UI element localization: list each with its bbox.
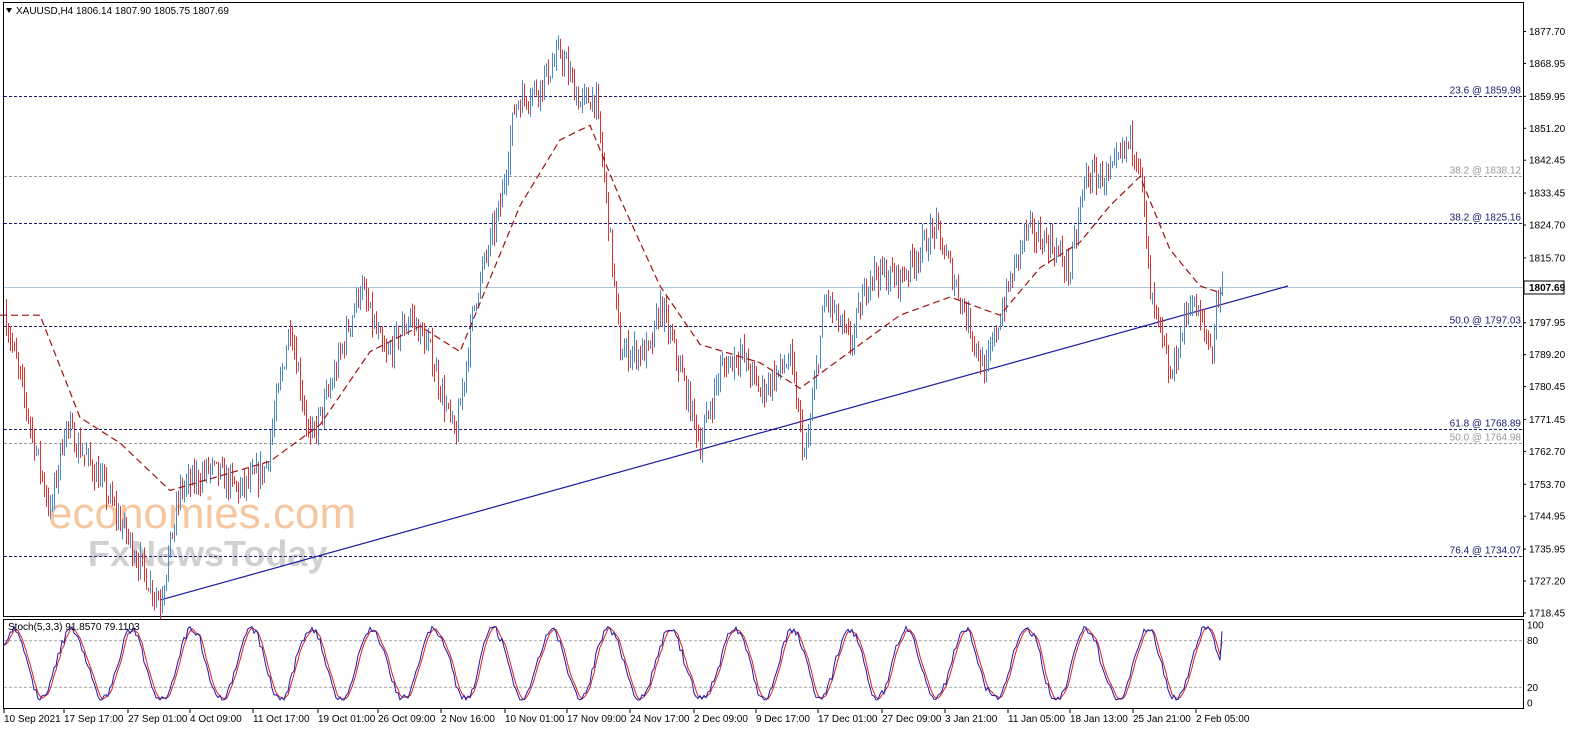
current-price-label: 1807.69 [1529, 283, 1566, 294]
time-tick-label: 2 Dec 09:00 [694, 714, 748, 725]
time-tick-label: 10 Nov 01:00 [505, 714, 565, 725]
price-tick-label: 1815.70 [1529, 253, 1566, 264]
time-tick-label: 19 Oct 01:00 [318, 714, 376, 725]
price-tick-label: 1877.70 [1529, 27, 1566, 38]
trendline-layer [159, 285, 1289, 601]
time-tick-label: 18 Jan 13:00 [1070, 714, 1128, 725]
fib-level-label: 50.0 @ 1797.03 [1450, 316, 1522, 327]
stochastic-scale-label: 80 [1527, 636, 1539, 647]
time-tick-label: 10 Sep 2021 [4, 714, 61, 725]
price-tick-label: 1851.20 [1529, 124, 1566, 135]
current-price-box [1523, 280, 1565, 295]
fib-level-label: 38.2 @ 1838.12 [1450, 166, 1522, 177]
watermark-line2: FxNewsToday [88, 533, 327, 574]
stochastic-scale-label: 0 [1527, 699, 1533, 710]
time-tick-label: 27 Sep 01:00 [128, 714, 188, 725]
stochastic-label: Stoch(5,3,3) 91.8570 79.1103 [8, 622, 140, 633]
time-tick-label: 25 Jan 21:00 [1133, 714, 1191, 725]
price-tick-label: 1771.45 [1529, 415, 1566, 426]
ascending-trendline [159, 285, 1289, 601]
stochastic-main-line [3, 625, 1223, 702]
time-axis: 10 Sep 2021 17 Sep 17:00 27 Sep 01:00 4 Oct… [3, 709, 1250, 725]
time-tick-label: 9 Dec 17:00 [756, 714, 810, 725]
time-tick-label: 17 Sep 17:00 [64, 714, 124, 725]
price-tick-label: 1833.45 [1529, 189, 1566, 200]
stochastic-lines [3, 625, 1523, 702]
price-tick-label: 1780.45 [1529, 382, 1566, 393]
fibonacci-levels: 23.6 @ 1859.98 38.2 @ 1838.12 38.2 @ 1825.… [4, 86, 1523, 557]
price-tick-label: 1727.20 [1529, 577, 1566, 588]
time-tick-label: 27 Dec 09:00 [882, 714, 942, 725]
time-tick-label: 11 Oct 17:00 [253, 714, 310, 725]
price-tick-label: 1824.70 [1529, 221, 1566, 232]
chart-header: XAUUSD,H4 1806.14 1807.90 1805.75 1807.6… [6, 6, 229, 17]
time-tick-label: 11 Jan 05:00 [1008, 714, 1066, 725]
price-tick-label: 1718.45 [1529, 609, 1566, 620]
price-tick-label: 1868.95 [1529, 59, 1566, 70]
watermark: economies.com FxNewsToday [48, 489, 356, 574]
price-tick-label: 1735.95 [1529, 545, 1566, 556]
price-tick-label: 1789.20 [1529, 350, 1566, 361]
moving-average-line [0, 124, 1223, 492]
candles [6, 35, 1223, 620]
fib-level-label: 61.8 @ 1768.89 [1450, 419, 1522, 430]
time-tick-label: 17 Nov 09:00 [567, 714, 627, 725]
price-tick-label: 1859.95 [1529, 92, 1566, 103]
main-chart-frame [3, 2, 1524, 617]
time-tick-label: 3 Jan 21:00 [945, 714, 998, 725]
fib-level-label: 38.2 @ 1825.16 [1450, 213, 1522, 224]
time-tick-label: 4 Oct 09:00 [190, 714, 242, 725]
ohlc-values: 1806.14 1807.90 1805.75 1807.69 [76, 6, 229, 17]
stochastic-frame [3, 619, 1524, 709]
time-tick-label: 26 Oct 09:00 [378, 714, 436, 725]
watermark-line1: economies.com [48, 489, 356, 538]
price-tick-label: 1744.95 [1529, 512, 1566, 523]
fib-level-label: 50.0 @ 1764.98 [1450, 433, 1522, 444]
time-tick-label: 2 Nov 16:00 [441, 714, 495, 725]
price-tick-label: 1797.95 [1529, 318, 1566, 329]
price-axis: 1877.70 1868.95 1859.95 1851.20 1842.45 1833.… [1523, 27, 1566, 620]
time-tick-label: 2 Feb 05:00 [1196, 714, 1250, 725]
stochastic-signal-line [3, 626, 1223, 701]
price-tick-label: 1842.45 [1529, 156, 1566, 167]
dropdown-triangle-icon[interactable] [6, 8, 12, 13]
fib-level-label: 23.6 @ 1859.98 [1450, 86, 1522, 97]
stochastic-scale-label: 20 [1527, 683, 1539, 694]
stochastic-axis: 100 80 20 0 [1527, 621, 1544, 710]
fib-level-label: 76.4 @ 1734.07 [1450, 546, 1522, 557]
time-tick-label: 24 Nov 17:00 [630, 714, 690, 725]
symbol-label: XAUUSD,H4 [16, 6, 74, 17]
moving-average-layer [0, 124, 1223, 492]
stochastic-scale-label: 100 [1527, 621, 1544, 632]
price-tick-label: 1753.70 [1529, 480, 1566, 491]
price-tick-label: 1762.70 [1529, 447, 1566, 458]
time-tick-label: 17 Dec 01:00 [818, 714, 878, 725]
